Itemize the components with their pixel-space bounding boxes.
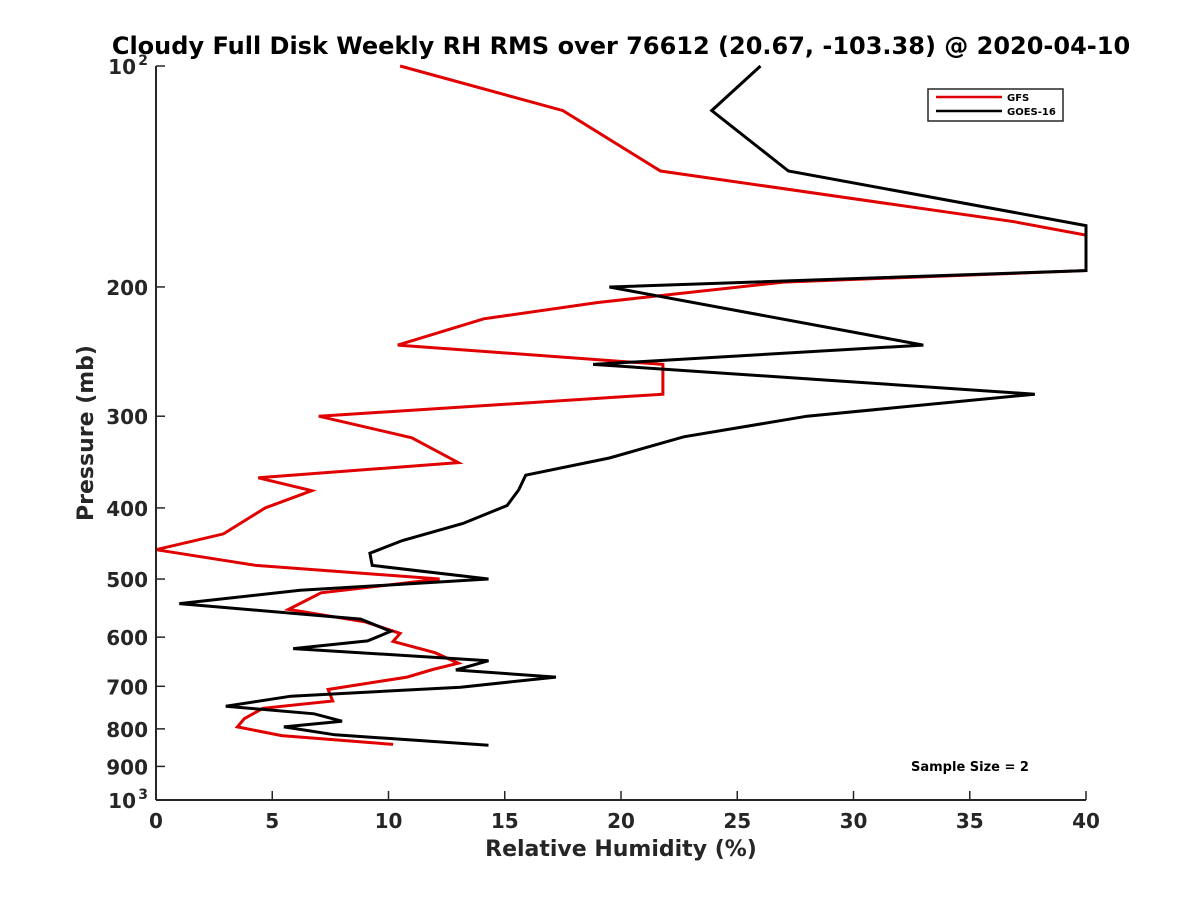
y-tick-label: 800	[106, 718, 148, 742]
x-tick-label: 15	[491, 809, 519, 833]
series-layer	[155, 64, 1088, 747]
x-tick-label: 35	[956, 809, 984, 833]
y-tick-label: 500	[106, 568, 148, 592]
y-tick-exponent: 3	[138, 787, 148, 803]
series-line-goes16	[179, 64, 1088, 747]
y-tick-label: 900	[106, 755, 148, 779]
x-ticks: 0 5 10 15 20 25 30 35 40	[149, 791, 1100, 833]
x-tick-label: 10	[375, 809, 403, 833]
legend-label-gfs: GFS	[1007, 93, 1029, 104]
x-tick-label: 5	[265, 809, 279, 833]
chart-title: Cloudy Full Disk Weekly RH RMS over 7661…	[112, 32, 1130, 60]
y-tick-label: 600	[106, 626, 148, 650]
sample-size-annotation: Sample Size = 2	[911, 760, 1029, 775]
y-tick-label: 300	[106, 405, 148, 429]
x-tick-label: 30	[840, 809, 868, 833]
legend-label-goes16: GOES-16	[1007, 107, 1056, 118]
x-tick-label: 0	[149, 809, 163, 833]
y-tick-label: 400	[106, 497, 148, 521]
legend: GFS GOES-16	[927, 88, 1064, 122]
x-axis-label: Relative Humidity (%)	[485, 837, 757, 862]
y-tick-label: 700	[106, 675, 148, 699]
x-tick-label: 25	[723, 809, 751, 833]
y-tick-label: 10	[108, 789, 136, 813]
y-tick-label: 200	[106, 276, 148, 300]
y-axis-label: Pressure (mb)	[74, 345, 99, 521]
y-tick-label: 10	[108, 55, 136, 79]
legend-box	[927, 88, 1064, 122]
x-tick-label: 40	[1072, 809, 1100, 833]
x-tick-label: 20	[607, 809, 635, 833]
y-tick-exponent: 2	[138, 53, 148, 69]
series-line-gfs	[155, 64, 1088, 746]
